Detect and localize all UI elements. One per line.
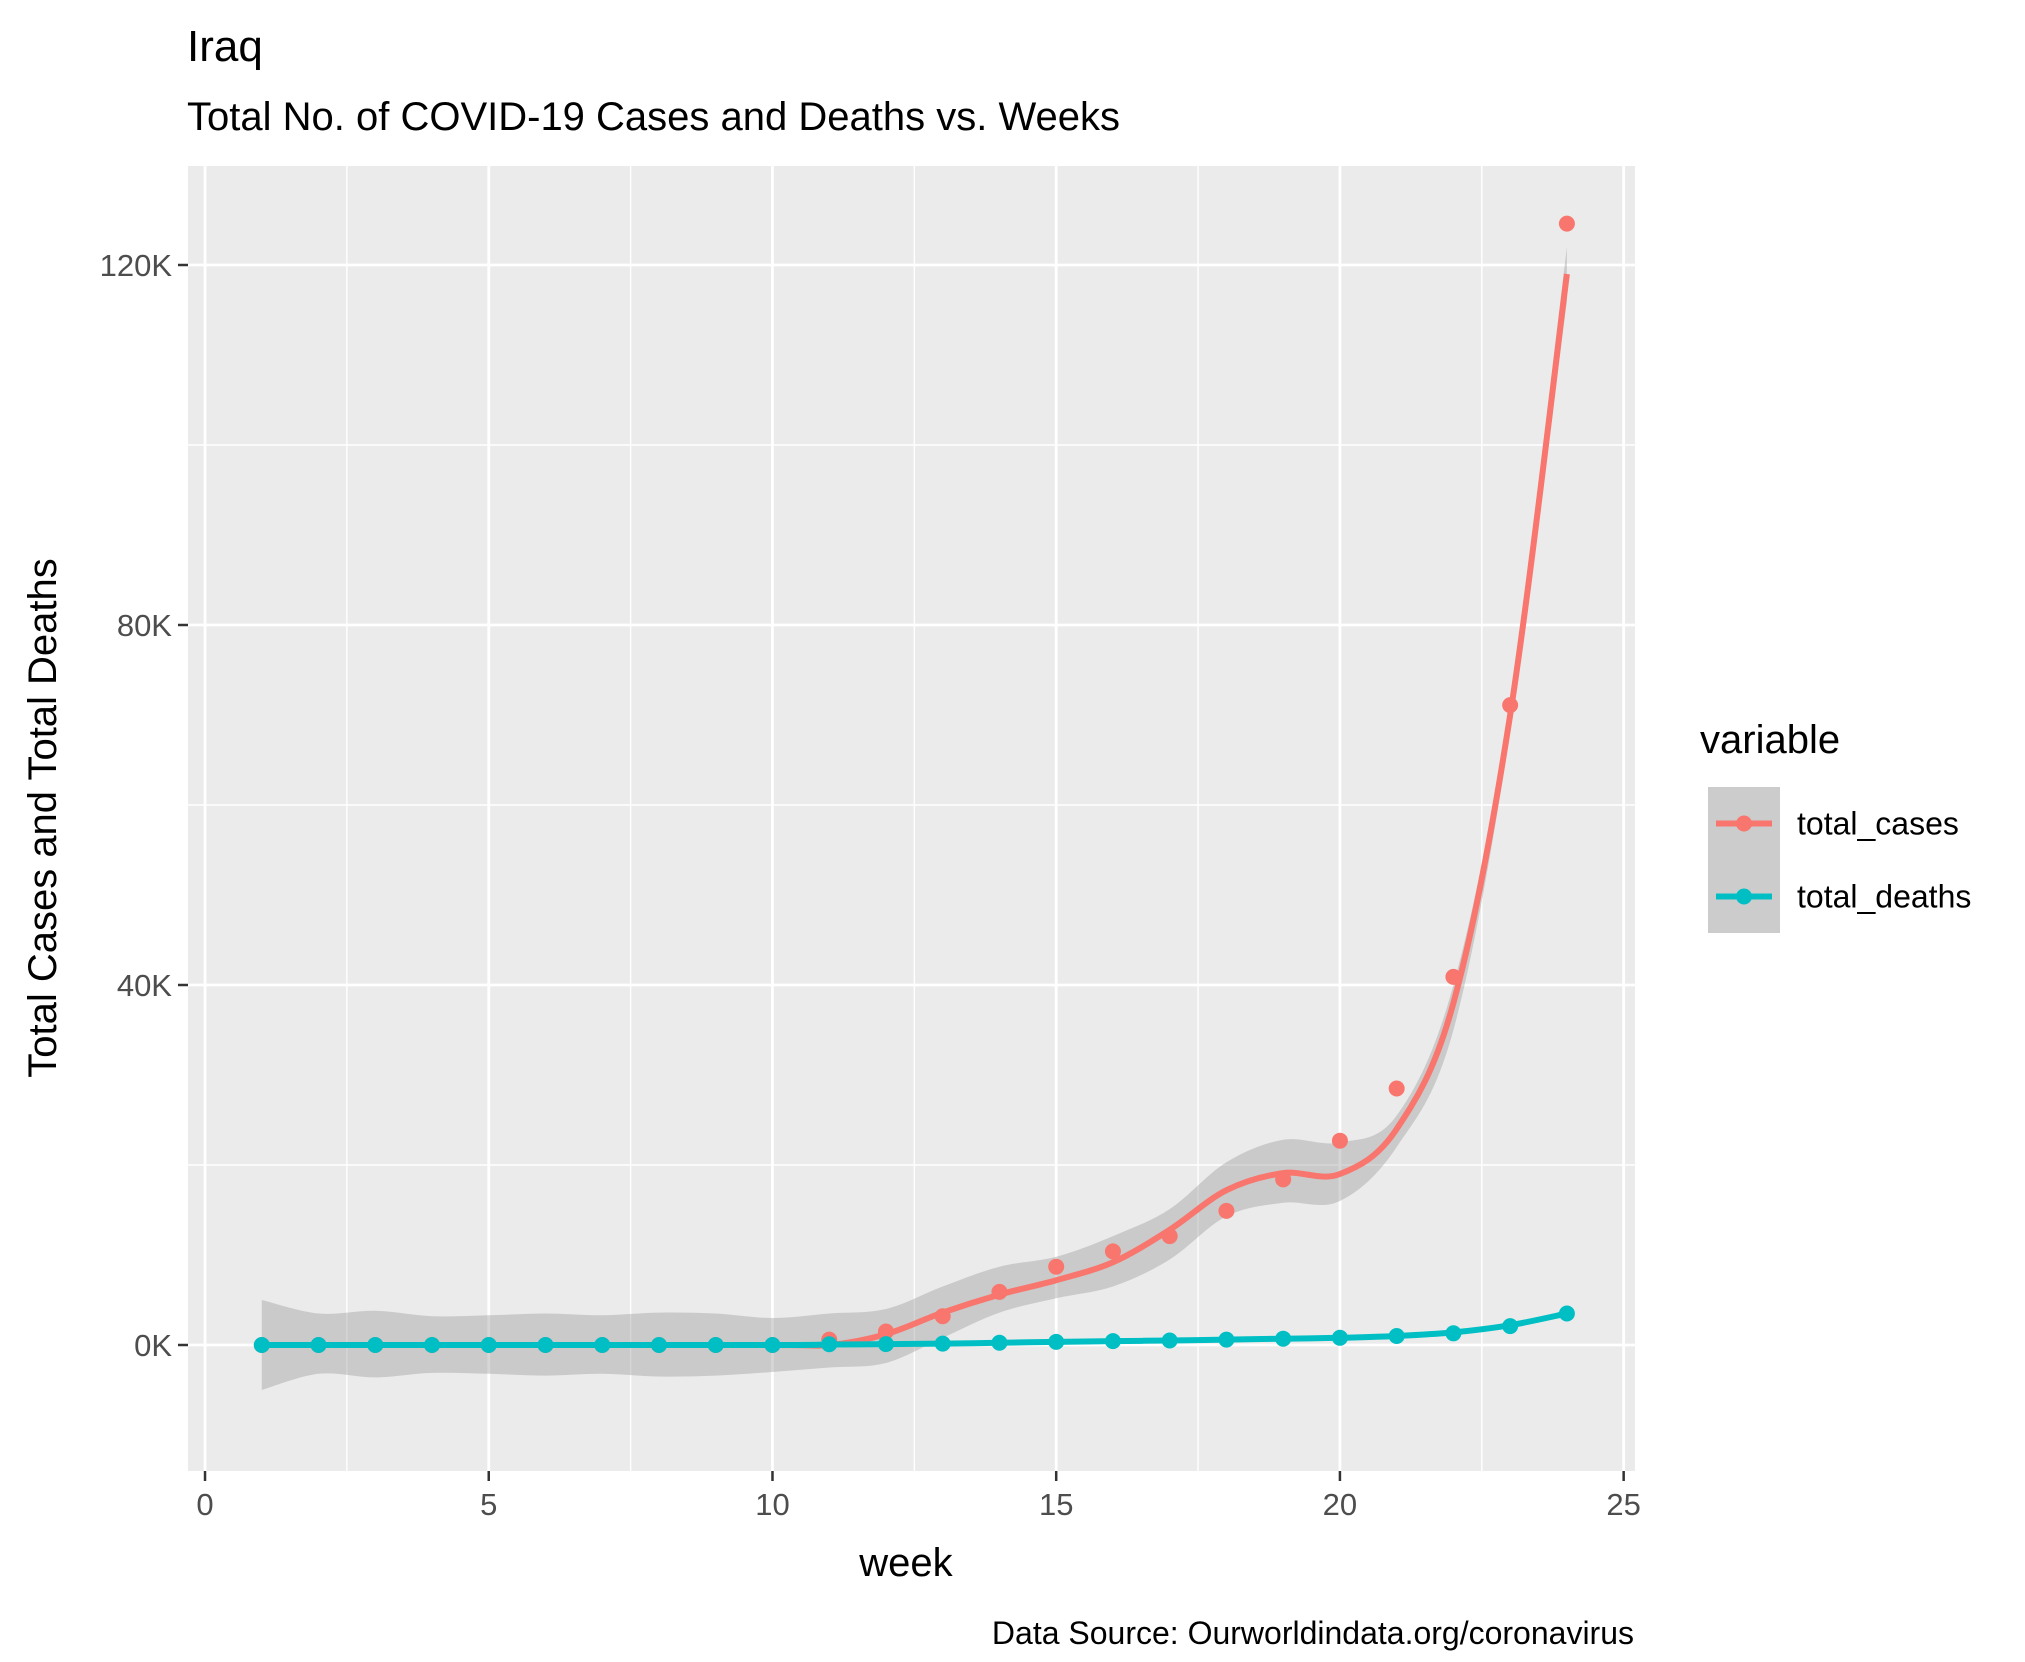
data-point-total_deaths [367,1337,384,1353]
legend-label: total_cases [1797,806,1959,842]
data-point-total_deaths [1275,1330,1292,1347]
data-point-total_deaths [1558,1305,1575,1322]
data-point-total_deaths [1331,1329,1348,1346]
data-point-total_deaths [1388,1328,1405,1344]
data-point-total_deaths [1445,1325,1462,1342]
data-point-total_cases [1502,697,1519,714]
data-point-total_deaths [707,1337,724,1353]
x-tick-label: 20 [1323,1487,1357,1522]
data-point-total_deaths [877,1336,894,1353]
data-point-total_cases [1048,1258,1065,1275]
data-point-total_deaths [1104,1333,1121,1350]
data-point-total_deaths [821,1336,838,1353]
legend: total_cases total_deaths [1708,787,1971,933]
data-point-total_cases [1331,1132,1348,1149]
data-point-total_deaths [934,1335,951,1352]
legend-item-total_deaths: total_deaths [1708,860,1971,933]
data-point-total_cases [877,1323,894,1340]
legend-key-point [1736,888,1752,905]
data-source-caption: Data Source: Ourworldindata.org/coronavi… [992,1615,1634,1651]
axes: 0 5 10 15 20 25 0K 40K 80K 120K [100,248,1641,1522]
data-point-total_deaths [594,1337,611,1353]
data-point-total_cases [1104,1243,1121,1260]
data-point-total_deaths [1502,1318,1519,1335]
data-point-total_deaths [764,1337,781,1353]
series-layer [253,215,1575,1353]
data-point-total_deaths [424,1337,441,1353]
x-tick-label: 15 [1039,1487,1073,1522]
y-tick-label: 40K [117,968,172,1003]
data-point-total_deaths [650,1337,667,1353]
legend-label: total_deaths [1797,879,1971,915]
data-point-total_deaths [991,1334,1008,1351]
y-tick-label: 0K [134,1328,172,1363]
data-point-total_cases [1218,1202,1235,1219]
x-tick-label: 25 [1606,1487,1640,1522]
y-axis-title: Total Cases and Total Deaths [21,558,65,1078]
y-tick-label: 80K [117,608,172,643]
data-point-total_cases [1275,1171,1292,1188]
x-tick-label: 5 [480,1487,497,1522]
series-total_deaths [253,1305,1575,1353]
data-point-total_cases [1161,1228,1178,1245]
x-tick-label: 0 [196,1487,213,1522]
data-point-total_cases [1558,215,1575,232]
data-point-total_cases [934,1308,951,1325]
legend-title: variable [1700,718,1840,762]
data-point-total_deaths [1048,1333,1065,1350]
x-tick-label: 10 [755,1487,789,1522]
data-point-total_deaths [310,1337,327,1353]
data-point-total_cases [991,1283,1008,1300]
legend-key-point [1736,815,1752,832]
plot-panel [188,166,1635,1471]
data-point-total_deaths [537,1337,554,1353]
x-axis-title: week [858,1541,953,1585]
data-point-total_cases [1445,968,1462,985]
data-point-total_deaths [253,1337,270,1353]
chart-subtitle: Total No. of COVID-19 Cases and Deaths v… [187,95,1120,139]
y-tick-label: 120K [100,248,173,283]
data-point-total_deaths [1161,1332,1178,1349]
data-point-total_deaths [1218,1331,1235,1348]
data-point-total_cases [1388,1080,1405,1097]
chart-title: Iraq [187,22,263,71]
minor-gridlines [188,166,1635,1471]
data-point-total_deaths [480,1337,497,1353]
legend-item-total_cases: total_cases [1708,787,1959,860]
